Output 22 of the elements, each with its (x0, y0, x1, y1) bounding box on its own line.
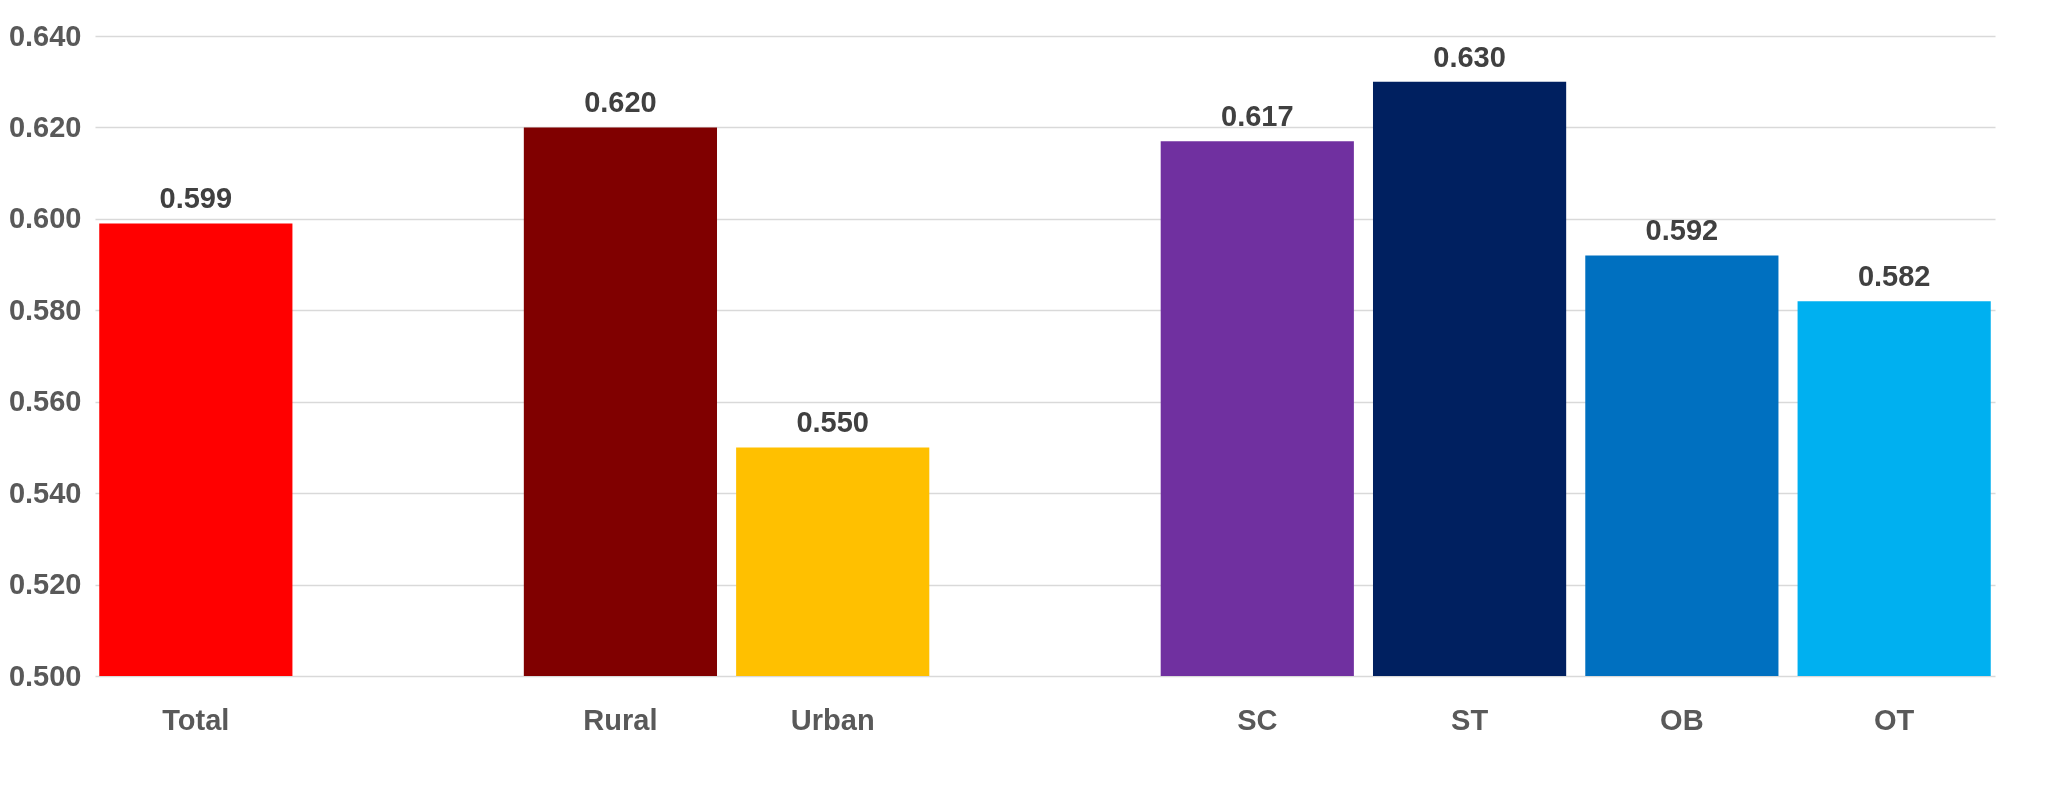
y-tick-label: 0.500 (8, 659, 82, 692)
data-label: 0.617 (1221, 100, 1294, 133)
y-tick-label: 0.520 (8, 568, 82, 601)
data-label: 0.630 (1433, 40, 1506, 73)
x-tick-label: Urban (790, 703, 875, 736)
x-tick-label: SC (1237, 703, 1278, 736)
data-label: 0.582 (1857, 260, 1931, 293)
y-tick-label: 0.620 (8, 110, 82, 143)
data-label: 0.620 (584, 86, 657, 119)
data-label: 0.592 (1645, 214, 1719, 247)
x-tick-label: ST (1451, 703, 1489, 736)
x-tick-label: OT (1874, 703, 1915, 736)
data-label: 0.599 (159, 182, 233, 215)
x-tick-label: Total (162, 703, 230, 736)
y-tick-label: 0.560 (8, 385, 82, 418)
x-tick-label: OB (1660, 703, 1704, 736)
data-label: 0.550 (796, 406, 869, 439)
y-tick-label: 0.640 (8, 19, 82, 52)
y-tick-label: 0.540 (8, 476, 82, 509)
y-tick-label: 0.600 (8, 202, 82, 235)
y-tick-label: 0.580 (8, 293, 82, 326)
x-tick-label: Rural (583, 703, 658, 736)
